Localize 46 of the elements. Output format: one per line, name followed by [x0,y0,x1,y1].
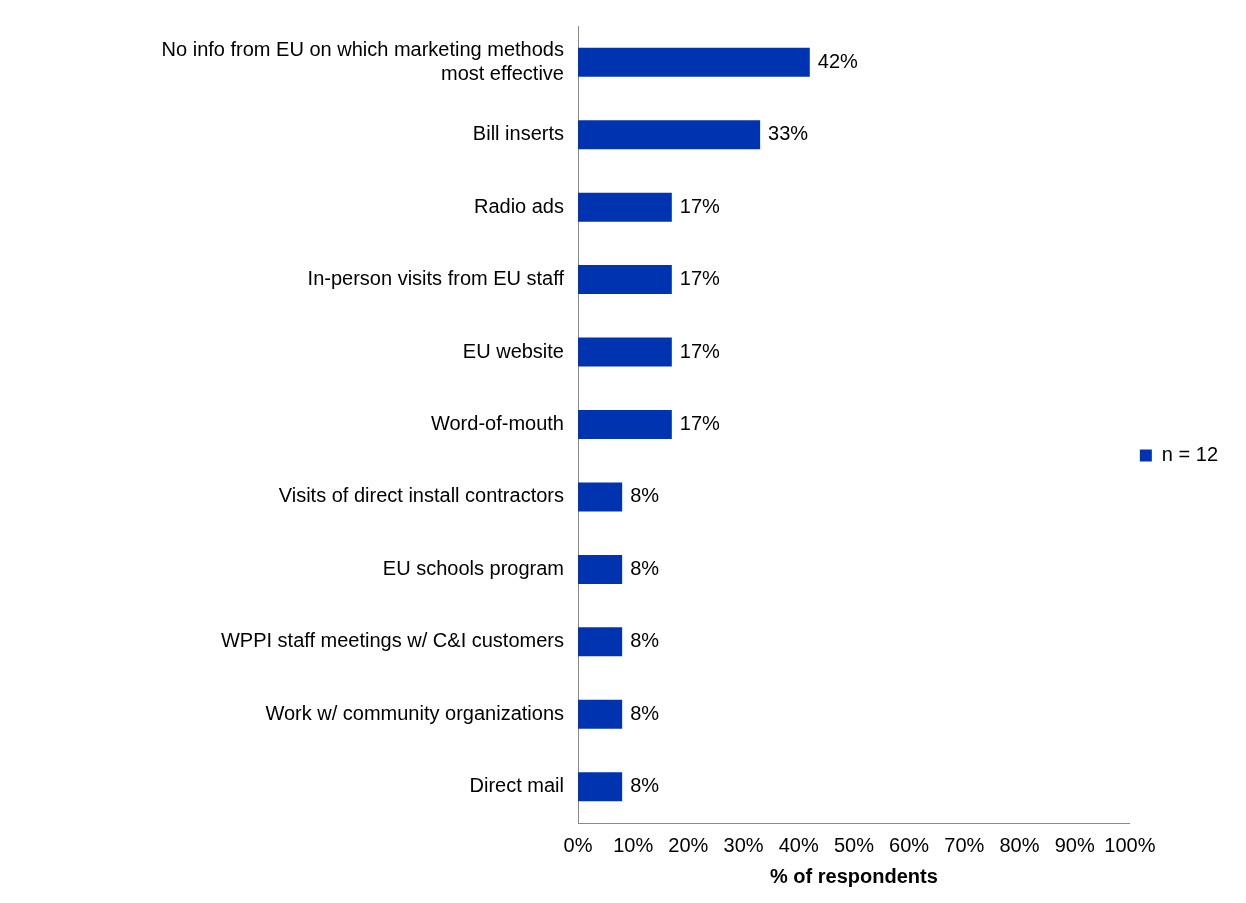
bar [578,554,623,584]
x-tick-label: 30% [723,833,764,856]
data-label: 8% [630,556,660,579]
data-label: 17% [679,194,721,217]
bar [578,482,623,512]
data-label: 17% [679,339,721,362]
bar [578,192,672,222]
x-tick-label: 0% [563,833,593,856]
y-tick-label: Visits of direct install contractors [278,484,564,507]
bar [578,627,623,657]
bar [578,410,672,439]
x-tick-label: 90% [1054,833,1095,856]
data-label: 8% [630,701,660,724]
y-tick-label: Work w/ community organizations [265,701,564,724]
x-tick-label: 20% [668,833,709,856]
x-tick-label: 10% [613,833,654,856]
bar [578,47,810,77]
x-tick-label: 80% [999,833,1040,856]
y-tick-label: Radio ads [473,194,564,217]
data-label: 33% [768,122,809,145]
y-tick-label: EU website [462,339,564,362]
y-tick-label: Word-of-mouth [430,412,564,435]
data-label: 42% [817,49,859,72]
bar [578,699,623,729]
y-tick-label: No info from EU on which marketing methods most effective [161,37,564,84]
y-tick-label: In-person visits from EU staff [307,267,565,290]
x-tick-label: 100% [1104,833,1156,856]
bar [578,337,672,367]
y-tick-label: Bill inserts [472,122,564,145]
data-label: 8% [630,774,660,797]
x-tick-label: 60% [889,833,930,856]
bar [578,772,623,802]
x-tick-label: 40% [778,833,819,856]
bar [578,265,672,295]
data-label: 8% [630,629,660,652]
y-tick-label: WPPI staff meetings w/ C&I customers [220,629,564,652]
x-tick-label: 70% [944,833,985,856]
y-tick-label: EU schools program [382,556,564,579]
bar [578,120,761,150]
x-tick-label: 50% [833,833,875,856]
data-label: 17% [679,412,721,435]
data-label: 17% [679,267,721,290]
legend-label: n = 12 [1161,443,1219,466]
x-axis-title: % of respondents [770,864,938,887]
data-label: 8% [630,484,660,507]
y-tick-label: Direct mail [469,774,564,797]
